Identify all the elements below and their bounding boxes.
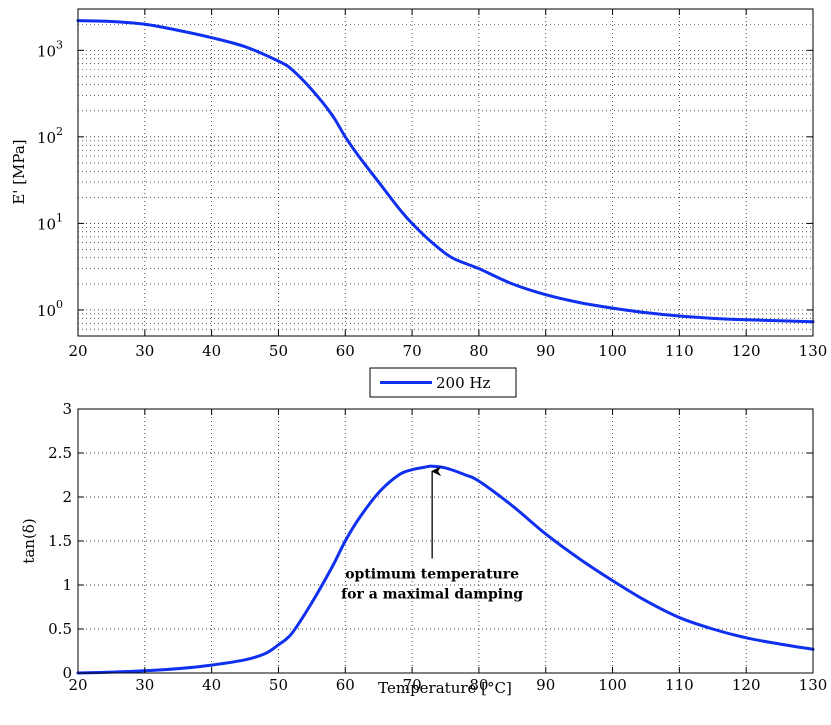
damping-x-tick-label: 80	[469, 676, 488, 694]
modulus-y-ticks: 100 101 102 103	[37, 38, 813, 320]
modulus-x-tick-label: 80	[469, 342, 488, 360]
damping-x-tick-label: 60	[336, 676, 355, 694]
modulus-plot-frame	[77, 8, 814, 337]
modulus-x-tick-label: 40	[202, 342, 221, 360]
damping-x-tick-label: 70	[403, 676, 422, 694]
modulus-grid	[77, 8, 814, 337]
damping-x-tick-label: 130	[799, 676, 828, 694]
damping-x-axis-label: Temperature [°C]	[378, 679, 512, 697]
damping-x-tick-label: 100	[598, 676, 627, 694]
damping-x-tick-label: 90	[536, 676, 555, 694]
modulus-series	[76, 19, 815, 324]
damping-y-tick-label: 2.5	[48, 444, 72, 462]
modulus-x-ticks: 20 30 40 50 60 70 80 90 100 110 120 130	[68, 9, 827, 360]
peak-annotation: optimum temperature for a maximal dampin…	[341, 466, 523, 603]
modulus-curve-200hz	[76, 19, 815, 324]
modulus-y-axis-label: E' [MPa]	[10, 139, 28, 204]
legend: 200 Hz	[369, 367, 517, 398]
modulus-y-tick-label: 101	[37, 211, 63, 233]
modulus-x-tick-label: 30	[135, 342, 154, 360]
damping-y-axis-label: tan(δ)	[20, 518, 38, 563]
damping-x-tick-label: 110	[665, 676, 694, 694]
modulus-x-tick-label: 110	[665, 342, 694, 360]
modulus-x-tick-label: 60	[336, 342, 355, 360]
modulus-y-tick-label: 103	[37, 38, 63, 60]
damping-grid	[77, 408, 814, 674]
modulus-x-tick-label: 100	[598, 342, 627, 360]
modulus-x-tick-label: 70	[403, 342, 422, 360]
damping-x-ticks: 20 30 40 50 60 70 80 90 100 110 120 130	[68, 409, 827, 694]
damping-plot: 20 30 40 50 60 70 80 90 100 110 120 130 0 0.5 1 1.5 2 2.…	[20, 400, 827, 697]
damping-y-tick-label: 0	[62, 664, 72, 682]
damping-curve-200hz	[76, 464, 815, 675]
damping-y-tick-label: 0.5	[48, 620, 72, 638]
damping-y-tick-label: 1	[62, 576, 72, 594]
damping-y-tick-label: 3	[62, 400, 72, 418]
modulus-x-tick-label: 90	[536, 342, 555, 360]
damping-y-ticks: 0 0.5 1 1.5 2 2.5 3	[48, 400, 813, 682]
modulus-y-tick-label: 100	[37, 298, 63, 320]
damping-x-tick-label: 120	[732, 676, 761, 694]
modulus-plot: 20 30 40 50 60 70 80 90 100 110 120 130 10010110210…	[10, 8, 827, 360]
damping-x-tick-label: 50	[269, 676, 288, 694]
modulus-x-tick-label: 50	[269, 342, 288, 360]
damping-series	[76, 464, 815, 675]
modulus-x-tick-label: 20	[68, 342, 87, 360]
annotation-text-line-2: for a maximal damping	[341, 587, 523, 603]
modulus-y-tick-label: 102	[37, 125, 63, 147]
annotation-text-line-1: optimum temperature	[345, 567, 519, 583]
damping-x-tick-label: 30	[135, 676, 154, 694]
modulus-x-tick-label: 120	[732, 342, 761, 360]
legend-label: 200 Hz	[436, 374, 490, 392]
damping-x-tick-label: 40	[202, 676, 221, 694]
damping-y-tick-label: 1.5	[48, 532, 72, 550]
modulus-x-tick-label: 130	[799, 342, 828, 360]
damping-y-tick-label: 2	[62, 488, 72, 506]
damping-x-tick-label: 20	[68, 676, 87, 694]
